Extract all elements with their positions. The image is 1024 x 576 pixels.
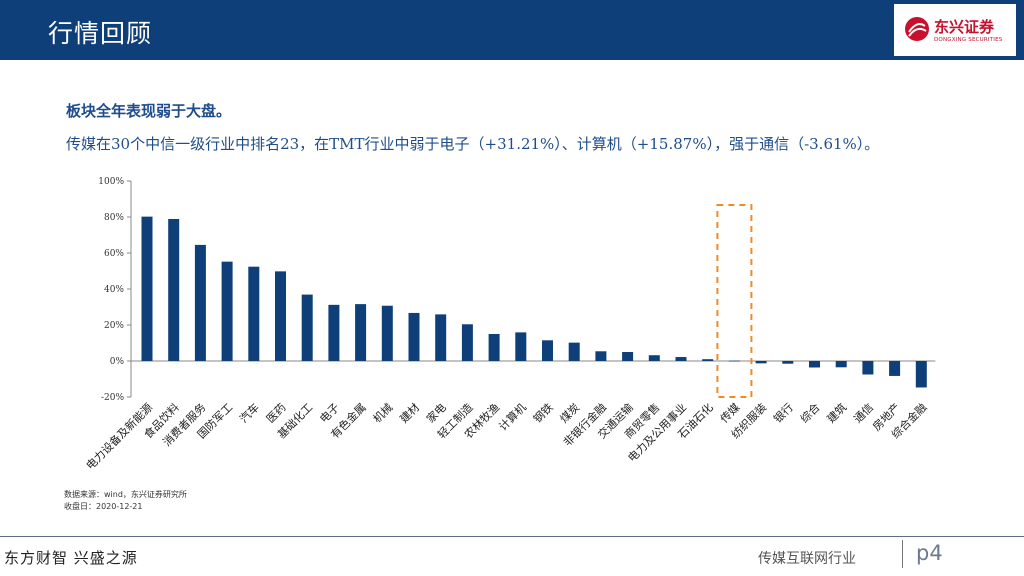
- bar: [542, 340, 553, 361]
- bar: [755, 361, 767, 364]
- bar: [835, 361, 847, 368]
- highlight-box: [716, 204, 753, 398]
- x-tick-label: 建筑: [824, 400, 849, 425]
- bar: [568, 342, 580, 361]
- bar: [355, 304, 367, 361]
- y-tick-label: 20%: [104, 321, 124, 331]
- bar: [675, 357, 687, 361]
- bar: [622, 352, 634, 361]
- y-tick-label: 40%: [104, 285, 124, 295]
- data-source: 数据来源：wind，东兴证券研究所 收盘日：2020-12-21: [64, 489, 187, 513]
- bar: [702, 359, 714, 361]
- bar: [595, 351, 607, 361]
- bar: [301, 294, 313, 361]
- industry-return-bar-chart: 100%80%60%40%20%0%-20%电力设备及新能源食品饮料消费者服务国…: [83, 177, 936, 472]
- bar: [168, 218, 180, 361]
- x-tick-label: 汽车: [236, 400, 261, 425]
- x-tick-label: 银行: [770, 400, 795, 425]
- bar: [328, 304, 340, 361]
- header-bar: 行情回顾 东兴证券 DONGXING SECURITIES: [0, 0, 1024, 60]
- bar: [275, 271, 286, 361]
- x-tick-label: 机械: [370, 400, 395, 425]
- bar: [915, 361, 927, 388]
- bar: [248, 266, 260, 361]
- y-tick-label: 60%: [104, 249, 124, 259]
- y-tick-label: 0%: [110, 357, 125, 367]
- x-tick-label: 钢铁: [531, 401, 556, 426]
- bar: [648, 355, 660, 361]
- dongxing-logo-icon: [905, 17, 929, 41]
- logo: 东兴证券 DONGXING SECURITIES: [894, 4, 1016, 56]
- bar: [889, 361, 901, 376]
- close-date-line: 收盘日：2020-12-21: [64, 502, 143, 511]
- bar: [221, 261, 233, 361]
- page-title: 行情回顾: [48, 19, 153, 48]
- x-tick-label: 综合: [797, 400, 822, 425]
- footer-slogan: 东方财智 兴盛之源: [4, 549, 138, 567]
- footer-divider: [0, 536, 1024, 537]
- bar: [408, 312, 420, 361]
- y-tick-label: 100%: [98, 177, 124, 187]
- y-tick-label: -20%: [101, 393, 124, 403]
- y-tick-label: 80%: [104, 213, 124, 223]
- footer-separator: [902, 540, 903, 568]
- bar: [488, 334, 500, 361]
- page-number: p4: [916, 541, 943, 565]
- bar: [809, 361, 820, 368]
- bar: [435, 314, 447, 361]
- x-tick-label: 电力设备及新能源: [83, 400, 155, 472]
- bar: [862, 361, 874, 375]
- logo-subtext: DONGXING SECURITIES: [934, 37, 1003, 43]
- bar: [141, 216, 153, 361]
- bar: [782, 361, 794, 364]
- x-tick-label: 建材: [397, 400, 422, 425]
- bar: [194, 244, 206, 361]
- footer-section: 传媒互联网行业: [758, 551, 856, 567]
- bar: [515, 332, 527, 361]
- headline: 板块全年表现弱于大盘。: [66, 102, 232, 120]
- bar: [461, 324, 473, 361]
- bar: [728, 360, 740, 362]
- subline: 传媒在30个中信一级行业中排名23，在TMT行业中弱于电子（+31.21%）、计…: [66, 135, 880, 153]
- source-line: 数据来源：wind，东兴证券研究所: [64, 490, 187, 499]
- bar: [381, 305, 393, 361]
- x-tick-label: 计算机: [496, 400, 529, 433]
- logo-text: 东兴证券: [934, 18, 995, 36]
